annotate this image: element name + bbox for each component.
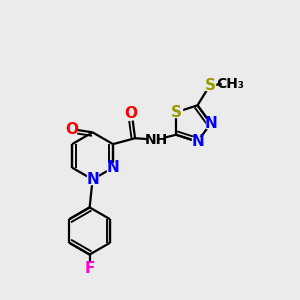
Bar — [68, 125, 76, 135]
Text: S: S — [204, 78, 215, 93]
Bar — [87, 175, 98, 184]
Bar — [206, 118, 216, 128]
Bar — [192, 137, 203, 147]
Text: O: O — [65, 122, 79, 137]
Text: N: N — [204, 116, 217, 131]
Text: NH: NH — [145, 133, 168, 147]
Text: N: N — [191, 134, 204, 149]
Bar — [170, 107, 182, 117]
Text: S: S — [171, 105, 182, 120]
Bar — [127, 109, 136, 119]
Bar — [148, 135, 164, 145]
Bar — [85, 264, 94, 273]
Bar — [107, 163, 119, 172]
Text: CH₃: CH₃ — [217, 77, 244, 91]
Bar — [222, 79, 239, 89]
Text: N: N — [86, 172, 99, 187]
Bar — [205, 80, 215, 90]
Text: F: F — [85, 261, 95, 276]
Text: N: N — [106, 160, 119, 175]
Text: O: O — [125, 106, 138, 121]
